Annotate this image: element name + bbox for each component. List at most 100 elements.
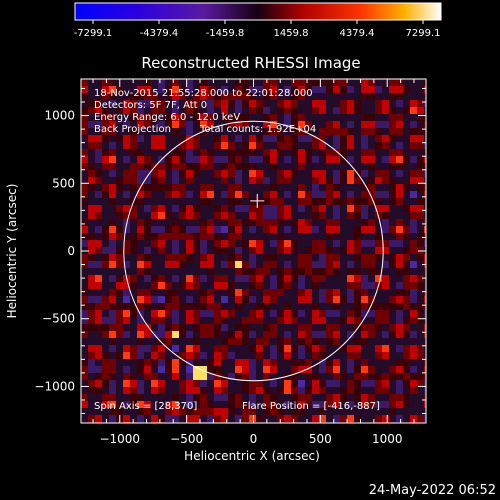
heatmap-cell (116, 289, 123, 296)
heatmap-cell (284, 233, 291, 240)
heatmap-cell (214, 240, 221, 247)
heatmap-cell (256, 359, 263, 366)
heatmap-cell (214, 401, 221, 408)
heatmap-cell (354, 261, 361, 268)
heatmap-cell (130, 233, 137, 240)
heatmap-cell (319, 345, 326, 352)
heatmap-cell (396, 114, 403, 121)
heatmap-cell (298, 366, 305, 373)
heatmap-cell (305, 177, 312, 184)
heatmap-cell (186, 212, 193, 219)
heatmap-cell (256, 226, 263, 233)
heatmap-cell (361, 415, 368, 422)
heatmap-cell (165, 191, 172, 198)
heatmap-cell (403, 282, 410, 289)
heatmap-cell (186, 100, 193, 107)
heatmap-cell (319, 212, 326, 219)
heatmap-cell (298, 282, 305, 289)
heatmap-cell (270, 359, 277, 366)
heatmap-cell (382, 268, 389, 275)
heatmap-cell (116, 261, 123, 268)
heatmap-cell (116, 282, 123, 289)
heatmap-cell (305, 233, 312, 240)
heatmap-cell (242, 170, 249, 177)
heatmap-cell (361, 275, 368, 282)
heatmap-cell (95, 142, 102, 149)
heatmap-cell (347, 261, 354, 268)
heatmap-cell (172, 345, 179, 352)
heatmap-cell (417, 401, 424, 408)
heatmap-cell (368, 352, 375, 359)
heatmap-cell (284, 408, 291, 415)
heatmap-cell (200, 275, 207, 282)
heatmap-cell (172, 275, 179, 282)
heatmap-cell (382, 247, 389, 254)
heatmap-cell (291, 387, 298, 394)
heatmap-cell (186, 163, 193, 170)
heatmap-cell (410, 310, 417, 317)
heatmap-cell (130, 184, 137, 191)
heatmap-cell (81, 338, 88, 345)
heatmap-cell (382, 177, 389, 184)
heatmap-cell (333, 198, 340, 205)
heatmap-cell (298, 303, 305, 310)
heatmap-cell (298, 296, 305, 303)
heatmap-cell (354, 289, 361, 296)
heatmap-cell (186, 331, 193, 338)
heatmap-cell (347, 401, 354, 408)
heatmap-cell (298, 415, 305, 422)
heatmap-cell (179, 121, 186, 128)
heatmap-cell (221, 345, 228, 352)
heatmap-cell (375, 79, 382, 86)
heatmap-cell (249, 198, 256, 205)
heatmap-cell (102, 205, 109, 212)
heatmap-cell (298, 128, 305, 135)
heatmap-cell (228, 254, 235, 261)
heatmap-cell (193, 373, 200, 380)
heatmap-cell (186, 233, 193, 240)
heatmap-cell (221, 338, 228, 345)
heatmap-cell (403, 177, 410, 184)
heatmap-cell (326, 156, 333, 163)
heatmap-cell (137, 128, 144, 135)
heatmap-cell (123, 317, 130, 324)
heatmap-cell (333, 394, 340, 401)
heatmap-cell (298, 100, 305, 107)
heatmap-cell (130, 401, 137, 408)
heatmap-cell (123, 289, 130, 296)
heatmap-cell (200, 401, 207, 408)
heatmap-cell (200, 408, 207, 415)
heatmap-cell (361, 303, 368, 310)
heatmap-cell (200, 282, 207, 289)
heatmap-cell (263, 366, 270, 373)
heatmap-cell (410, 247, 417, 254)
heatmap-cell (347, 415, 354, 422)
heatmap-cell (417, 226, 424, 233)
heatmap-cell (109, 93, 116, 100)
heatmap-cell (326, 359, 333, 366)
heatmap-cell (256, 317, 263, 324)
heatmap-cell (291, 345, 298, 352)
heatmap-cell (277, 289, 284, 296)
heatmap-cell (88, 310, 95, 317)
heatmap-cell (389, 268, 396, 275)
heatmap-cell (186, 359, 193, 366)
heatmap-cell (116, 226, 123, 233)
heatmap-cell (130, 282, 137, 289)
heatmap-cell (123, 121, 130, 128)
heatmap-cell (207, 79, 214, 86)
heatmap-cell (361, 373, 368, 380)
heatmap-cell (109, 163, 116, 170)
heatmap-cell (221, 275, 228, 282)
heatmap-cell (249, 149, 256, 156)
heatmap-cell (249, 170, 256, 177)
heatmap-cell (151, 212, 158, 219)
heatmap-cell (263, 324, 270, 331)
heatmap-cell (291, 128, 298, 135)
heatmap-cell (95, 282, 102, 289)
heatmap-cell (228, 338, 235, 345)
heatmap-cell (277, 352, 284, 359)
heatmap-cell (284, 100, 291, 107)
heatmap-cell (81, 163, 88, 170)
heatmap-cell (354, 415, 361, 422)
